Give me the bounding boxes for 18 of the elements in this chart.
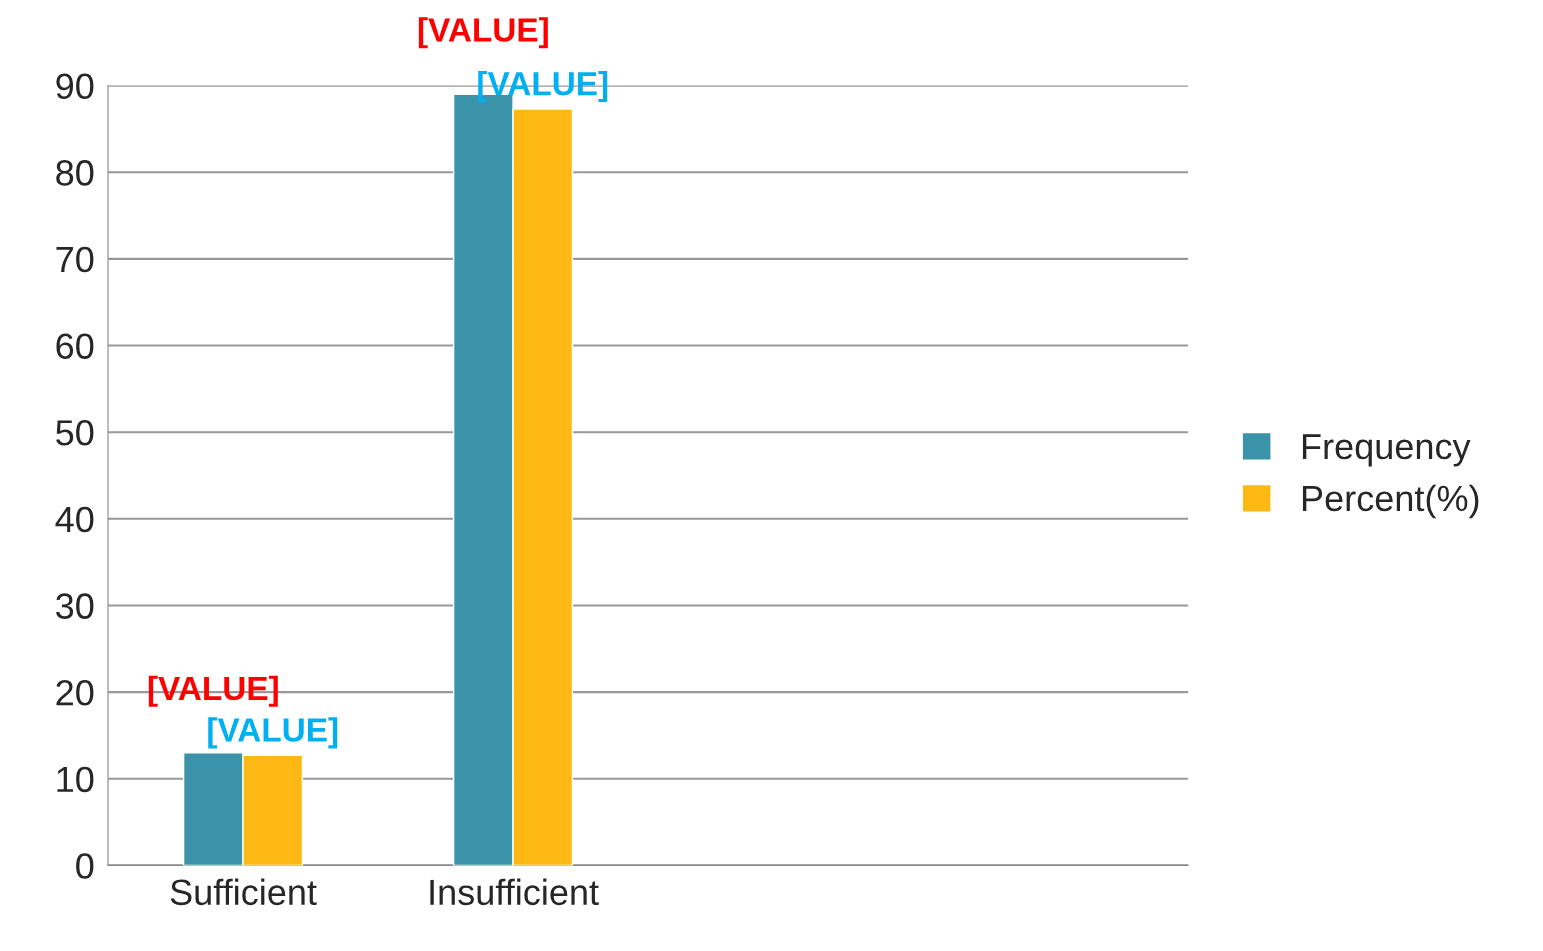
data-label: [VALUE] [148,675,278,707]
y-tick-label: 40 [55,506,94,533]
y-tick-label: 50 [56,420,94,446]
y-tick-label: 0 [76,853,94,879]
data-label: [VALUE] [478,70,608,103]
y-tick-label: 90 [56,73,94,100]
y-tick-label: 80 [56,160,94,186]
legend-label: Frequency [1302,434,1471,467]
y-tick-label: 60 [56,333,94,359]
x-tick-label: Sufficient [170,878,317,906]
data-label: [VALUE] [418,17,548,49]
y-tick-label: 20 [56,679,94,706]
legend-label: Percent(%) [1302,484,1479,519]
y-tick-label: 70 [56,246,94,273]
y-tick-label: 10 [57,766,94,793]
x-tick-label: Insufficient [430,878,599,906]
y-tick-label: 30 [56,593,94,619]
data-label: [VALUE] [208,717,338,749]
